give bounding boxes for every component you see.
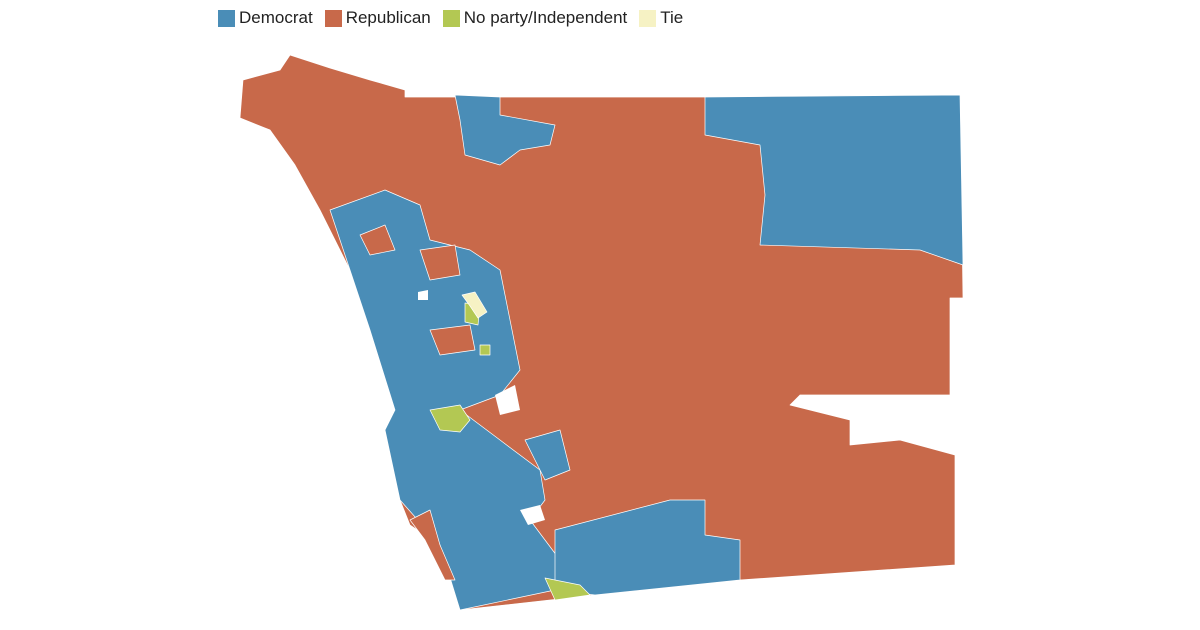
gap <box>520 505 545 525</box>
legend-label: Tie <box>660 8 684 27</box>
region-north <box>454 94 556 166</box>
legend-item: Democrat <box>218 8 313 28</box>
region-independent <box>479 344 491 356</box>
legend-label: No party/Independent <box>463 8 628 27</box>
legend-item: Tie <box>639 8 683 28</box>
gap <box>418 290 428 300</box>
region-independent <box>429 404 471 433</box>
region-coast <box>329 189 561 611</box>
region-patch <box>409 509 456 581</box>
legend-label: Democrat <box>239 8 313 27</box>
legend-item: Republican <box>324 8 431 28</box>
region-northeast <box>704 94 964 266</box>
legend-swatch <box>324 9 342 27</box>
region-patch <box>359 224 396 256</box>
region-independent <box>544 577 591 601</box>
legend-swatch <box>639 9 657 27</box>
region-patch <box>419 244 461 281</box>
legend-swatch <box>442 9 460 27</box>
legend-item: No party/Independent <box>442 8 628 28</box>
region-patch <box>429 324 476 356</box>
region-tie <box>461 291 488 319</box>
legend: Democrat Republican No party/Independent Ti… <box>218 8 683 28</box>
region-east-city <box>524 429 571 481</box>
gap <box>495 385 520 415</box>
legend-swatch <box>218 9 235 27</box>
legend-label: Republican <box>345 8 431 27</box>
